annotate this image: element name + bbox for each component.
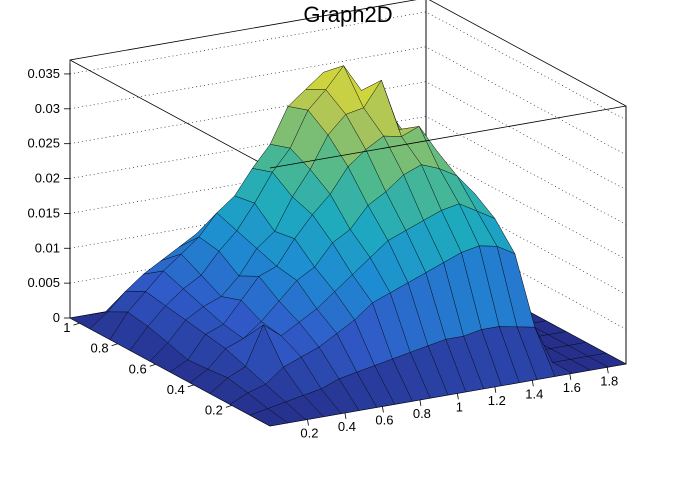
z-tick-label: 0.015 <box>27 205 60 220</box>
x-tick-mark <box>456 393 459 400</box>
x-tick-label: 0.2 <box>300 425 318 440</box>
y-tick-mark <box>187 384 194 388</box>
x-tick-label: 0.8 <box>413 406 431 421</box>
z-gridline-7 <box>69 11 627 121</box>
x-tick-label: 0.4 <box>338 419 356 434</box>
surface-cell <box>249 408 289 427</box>
x-tick-mark <box>419 399 422 406</box>
x-tick-mark <box>307 419 309 426</box>
top-left-edge <box>69 59 271 169</box>
y-tick-mark <box>73 322 80 326</box>
x-tick-label: 0.6 <box>375 412 393 427</box>
x-tick-label: 1.8 <box>600 373 618 388</box>
z-gridline-2 <box>69 185 627 295</box>
z-tick-label: 0.01 <box>35 240 60 255</box>
y-tick-label: 0.8 <box>91 341 109 356</box>
x-tick-mark <box>382 406 384 413</box>
y-tick-label: 0.6 <box>129 361 147 376</box>
x-tick-mark <box>569 373 572 380</box>
axis-box-front <box>269 105 627 364</box>
x-tick-mark <box>606 367 609 374</box>
y-tick-label: 1 <box>63 320 70 335</box>
y-tick-mark <box>149 363 156 367</box>
z-gridline-4 <box>69 116 627 225</box>
z-tick-label: 0.005 <box>27 275 60 290</box>
z-gridline-3 <box>69 151 627 260</box>
x-tick-mark <box>494 386 497 393</box>
top-front-edge <box>269 105 627 169</box>
z-tick-label: 0 <box>53 310 60 325</box>
z-gridline-5 <box>69 81 627 190</box>
x-tick-mark <box>531 380 534 387</box>
x-tick-mark <box>344 412 347 420</box>
x-tick-label: 1 <box>456 399 463 414</box>
z-tick-label: 0.025 <box>27 136 60 151</box>
y-tick-label: 0.2 <box>205 402 223 417</box>
x-tick-label: 1.2 <box>488 393 506 408</box>
y-tick-mark <box>225 405 233 408</box>
x-tick-label: 1.4 <box>525 386 543 401</box>
surface-layer <box>69 65 627 427</box>
x-tick-label: 1.6 <box>563 380 581 395</box>
tick-labels: 0.2 0.4 0.6 0.8 1 1.2 1.4 1.6 1.80.20.40.60.8100… <box>27 63 618 440</box>
z-tick-label: 0.035 <box>27 66 60 81</box>
chart-title: Graph2D <box>303 2 393 27</box>
z-gridline-6 <box>69 46 627 156</box>
z-tick-label: 0.02 <box>35 171 60 186</box>
y-tick-label: 0.4 <box>167 382 185 397</box>
z-tick-label: 0.03 <box>35 101 60 116</box>
y-tick-mark <box>111 343 118 347</box>
